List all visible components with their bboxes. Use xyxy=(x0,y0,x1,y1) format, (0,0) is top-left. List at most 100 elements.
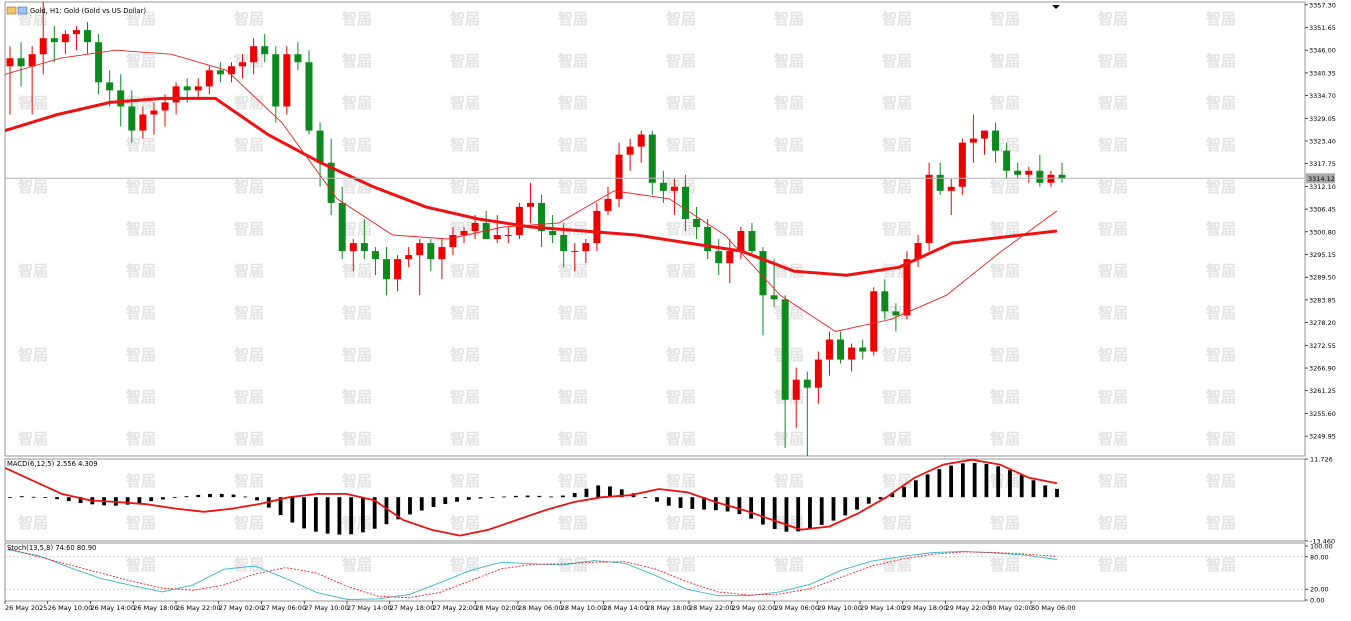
candle-body[interactable] xyxy=(460,231,468,236)
candle-body[interactable] xyxy=(294,54,302,63)
candle-body[interactable] xyxy=(327,162,335,203)
candle-body[interactable] xyxy=(947,186,955,191)
candle-body[interactable] xyxy=(715,251,723,264)
macd-panel[interactable] xyxy=(5,459,1059,537)
candle-body[interactable] xyxy=(95,42,103,83)
candle-body[interactable] xyxy=(903,259,911,316)
candle-body[interactable] xyxy=(416,243,424,256)
candle-body[interactable] xyxy=(582,243,590,252)
candle-body[interactable] xyxy=(272,54,280,107)
candle-body[interactable] xyxy=(549,231,557,236)
candle-body[interactable] xyxy=(825,339,833,360)
candle-body[interactable] xyxy=(117,90,125,107)
candle-body[interactable] xyxy=(150,110,158,115)
candle-body[interactable] xyxy=(261,46,269,55)
candle-body[interactable] xyxy=(239,62,247,67)
candle-body[interactable] xyxy=(106,82,114,91)
candle-body[interactable] xyxy=(870,291,878,352)
candle-body[interactable] xyxy=(881,291,889,312)
candle-body[interactable] xyxy=(604,198,612,211)
candle-body[interactable] xyxy=(50,38,58,43)
candle-body[interactable] xyxy=(338,202,346,252)
candle-body[interactable] xyxy=(84,30,92,43)
candle-body[interactable] xyxy=(737,231,745,252)
candle-body[interactable] xyxy=(438,247,446,260)
candle-body[interactable] xyxy=(6,58,14,67)
candle-body[interactable] xyxy=(526,202,534,207)
candle-body[interactable] xyxy=(305,62,313,131)
candle-body[interactable] xyxy=(781,299,789,400)
candle-body[interactable] xyxy=(538,202,546,232)
candle-body[interactable] xyxy=(383,259,391,280)
candle-body[interactable] xyxy=(992,130,1000,151)
price-panel[interactable] xyxy=(5,2,1305,456)
candle-body[interactable] xyxy=(515,206,523,236)
candle-body[interactable] xyxy=(449,235,457,248)
candle-body[interactable] xyxy=(1003,150,1011,171)
candle-body[interactable] xyxy=(560,235,568,252)
candle-body[interactable] xyxy=(161,102,169,111)
candle-body[interactable] xyxy=(504,235,512,237)
candle-body[interactable] xyxy=(848,347,856,360)
candle-body[interactable] xyxy=(925,174,933,244)
candle-body[interactable] xyxy=(759,251,767,296)
candle-body[interactable] xyxy=(183,86,191,91)
candle-body[interactable] xyxy=(615,154,623,199)
candle-body[interactable] xyxy=(216,70,224,75)
candle-body[interactable] xyxy=(914,243,922,260)
candle-body[interactable] xyxy=(405,255,413,260)
candle-body[interactable] xyxy=(837,339,845,360)
stochastic-panel[interactable] xyxy=(5,548,1305,600)
candle-body[interactable] xyxy=(792,379,800,400)
candle-body[interactable] xyxy=(61,34,69,43)
candle-body[interactable] xyxy=(360,243,368,252)
candle-body[interactable] xyxy=(128,106,136,131)
candle-body[interactable] xyxy=(659,182,667,191)
candle-body[interactable] xyxy=(1025,170,1033,175)
candle-body[interactable] xyxy=(194,86,202,91)
candle-body[interactable] xyxy=(626,146,634,155)
candle-body[interactable] xyxy=(427,243,435,260)
candle-body[interactable] xyxy=(394,259,402,280)
candle-body[interactable] xyxy=(227,66,235,75)
candle-body[interactable] xyxy=(637,134,645,147)
candle-body[interactable] xyxy=(1014,170,1022,175)
candle-body[interactable] xyxy=(139,114,147,131)
candle-body[interactable] xyxy=(1036,170,1044,183)
candle-body[interactable] xyxy=(316,130,324,163)
candle-body[interactable] xyxy=(814,359,822,388)
candle-body[interactable] xyxy=(283,54,291,107)
candle-body[interactable] xyxy=(958,142,966,187)
candle-body[interactable] xyxy=(892,311,900,316)
candle-body[interactable] xyxy=(493,235,501,240)
candle-body[interactable] xyxy=(571,251,579,253)
candle-body[interactable] xyxy=(471,222,479,232)
candle-body[interactable] xyxy=(1058,174,1066,179)
candle-body[interactable] xyxy=(980,130,988,139)
candle-body[interactable] xyxy=(681,186,689,219)
candle-body[interactable] xyxy=(172,86,180,103)
candle-body[interactable] xyxy=(648,134,656,183)
chart-shift-marker-icon[interactable] xyxy=(1052,5,1060,9)
candle-body[interactable] xyxy=(205,70,213,87)
candle-body[interactable] xyxy=(28,54,36,67)
candle-body[interactable] xyxy=(670,186,678,191)
candle-body[interactable] xyxy=(704,226,712,252)
candle-body[interactable] xyxy=(770,295,778,300)
candle-body[interactable] xyxy=(250,46,258,63)
candle-body[interactable] xyxy=(859,347,867,352)
candle-body[interactable] xyxy=(726,251,734,264)
candle-body[interactable] xyxy=(803,379,811,388)
candle-body[interactable] xyxy=(748,231,756,252)
candle-body[interactable] xyxy=(349,243,357,252)
candle-body[interactable] xyxy=(371,251,379,260)
candle-body[interactable] xyxy=(693,218,701,227)
candle-body[interactable] xyxy=(936,174,944,191)
candle-body[interactable] xyxy=(969,138,977,143)
candle-body[interactable] xyxy=(17,58,25,67)
candle-body[interactable] xyxy=(593,210,601,244)
candle-body[interactable] xyxy=(72,30,80,35)
candle-body[interactable] xyxy=(39,38,47,55)
